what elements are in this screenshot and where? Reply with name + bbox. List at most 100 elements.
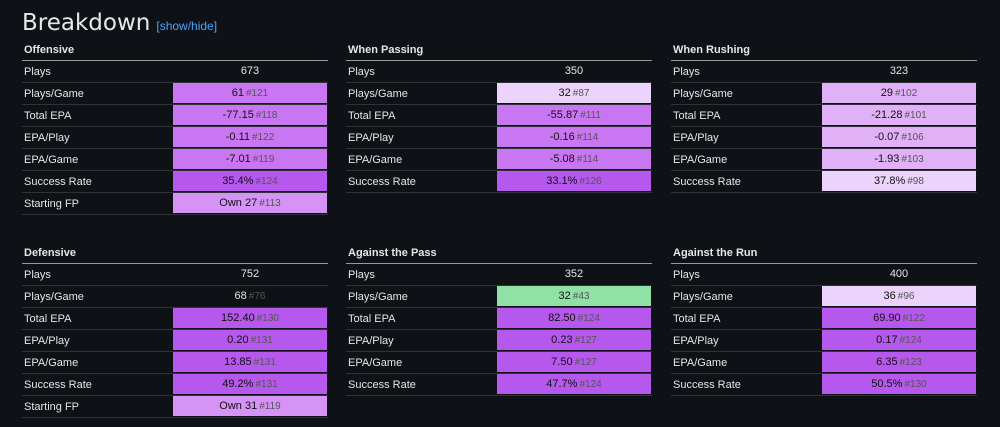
row-label: Total EPA	[673, 313, 721, 325]
breakdown-header: Breakdown [show/hide]	[22, 10, 217, 36]
row-label: Plays	[24, 269, 51, 281]
row-value-cell: 13.85 #131	[173, 352, 327, 373]
row-value: -1.93	[874, 153, 900, 165]
row-value: 36	[883, 290, 896, 302]
rank-badge: #118	[255, 110, 278, 121]
row-label: Starting FP	[24, 401, 80, 413]
row-value: 673	[240, 65, 260, 77]
row-label: Plays	[348, 66, 375, 78]
row-value-cell: 49.2% #131	[173, 374, 327, 395]
row-value-cell: Own 27 #113	[173, 193, 327, 214]
table-title: When Rushing	[671, 40, 977, 61]
table-row: EPA/Game 7.50 #127	[346, 352, 652, 374]
row-value: -0.07	[874, 131, 900, 143]
row-value-cell: 0.23 #127	[497, 330, 651, 351]
row-label: Plays	[673, 66, 700, 78]
show-hide-toggle[interactable]: [show/hide]	[156, 19, 218, 33]
row-value-cell: 29 #102	[822, 83, 976, 104]
row-value-cell: -77.15 #118	[173, 105, 327, 126]
row-value: 37.8%	[874, 175, 906, 187]
row-value: 0.17	[876, 334, 898, 346]
rank-badge: #123	[899, 357, 922, 368]
table-row: EPA/Play -0.16 #114	[346, 127, 652, 149]
rank-badge: #96	[897, 291, 915, 302]
row-value-cell: -1.93 #103	[822, 149, 976, 170]
rank-badge: #131	[253, 357, 276, 368]
row-value-cell: 673	[173, 61, 327, 82]
row-value-cell: -21.28 #101	[822, 105, 976, 126]
row-label: Success Rate	[348, 176, 416, 188]
table-row: Plays 752	[22, 264, 328, 286]
table-row: Plays/Game 29 #102	[671, 83, 977, 105]
table-row: Plays 350	[346, 61, 652, 83]
row-label: EPA/Play	[24, 335, 70, 347]
table-row: Total EPA 152.40 #130	[22, 308, 328, 330]
row-value: 7.50	[551, 356, 573, 368]
row-label: Total EPA	[673, 110, 721, 122]
table-row: Success Rate 37.8% #98	[671, 171, 977, 193]
row-value: 0.20	[227, 334, 249, 346]
row-value: 6.35	[876, 356, 898, 368]
row-label: Plays/Game	[348, 88, 408, 100]
row-label: EPA/Game	[348, 154, 403, 166]
row-value: 152.40	[221, 312, 255, 324]
row-value-cell: 35.4% #124	[173, 171, 327, 192]
row-value: 33.1%	[546, 175, 578, 187]
rank-badge: #101	[904, 110, 927, 121]
row-value-cell: -7.01 #119	[173, 149, 327, 170]
rank-badge: #130	[904, 379, 927, 390]
row-value: 352	[564, 268, 584, 280]
rank-badge: #113	[259, 198, 281, 209]
row-label: Success Rate	[24, 379, 92, 391]
row-label: EPA/Game	[673, 154, 728, 166]
table-row: EPA/Play -0.11 #122	[22, 127, 328, 149]
row-value: -0.11	[225, 131, 250, 143]
rank-badge: #102	[895, 88, 918, 99]
row-value: 350	[564, 65, 584, 77]
table-title: Defensive	[22, 243, 328, 264]
table-row: Starting FP Own 31 #119	[22, 396, 328, 418]
row-label: EPA/Play	[348, 335, 394, 347]
row-value-cell: 32 #43	[497, 286, 651, 307]
table-row: EPA/Play -0.07 #106	[671, 127, 977, 149]
rank-badge: #43	[572, 291, 590, 302]
table-row: Plays 323	[671, 61, 977, 83]
rank-badge: #119	[252, 154, 275, 165]
row-label: EPA/Game	[673, 357, 728, 369]
table-row: EPA/Play 0.20 #131	[22, 330, 328, 352]
rank-badge: #124	[255, 176, 278, 187]
row-value-cell: -5.08 #114	[497, 149, 651, 170]
row-label: EPA/Game	[24, 357, 79, 369]
row-value: -5.08	[549, 153, 575, 165]
row-label: Plays/Game	[24, 291, 84, 303]
row-value: 29	[880, 87, 893, 99]
page-title: Breakdown	[22, 10, 151, 36]
rank-badge: #121	[246, 88, 269, 99]
row-value-cell: -55.87 #111	[497, 105, 651, 126]
rank-badge: #119	[259, 401, 281, 412]
rank-badge: #131	[255, 379, 278, 390]
row-label: Plays/Game	[673, 88, 733, 100]
table-row: Plays 352	[346, 264, 652, 286]
row-value: Own 27	[219, 197, 258, 209]
rank-badge: #126	[579, 176, 602, 187]
row-label: Total EPA	[24, 110, 72, 122]
row-label: Success Rate	[673, 176, 741, 188]
row-value: -0.16	[549, 131, 575, 143]
row-label: EPA/Play	[673, 335, 719, 347]
row-value-cell: 323	[822, 61, 976, 82]
row-label: EPA/Play	[24, 132, 70, 144]
rank-badge: #122	[252, 132, 275, 143]
rank-badge: #106	[901, 132, 924, 143]
table-row: Plays/Game 61 #121	[22, 83, 328, 105]
row-value-cell: 400	[822, 264, 976, 285]
row-label: Total EPA	[24, 313, 72, 325]
table-row: Total EPA 82.50 #124	[346, 308, 652, 330]
row-label: Total EPA	[348, 110, 396, 122]
row-label: Success Rate	[24, 176, 92, 188]
row-value-cell: 69.90 #122	[822, 308, 976, 329]
row-value: 61	[231, 87, 244, 99]
table-row: Total EPA -55.87 #111	[346, 105, 652, 127]
table-row: Total EPA -77.15 #118	[22, 105, 328, 127]
row-label: EPA/Play	[348, 132, 394, 144]
